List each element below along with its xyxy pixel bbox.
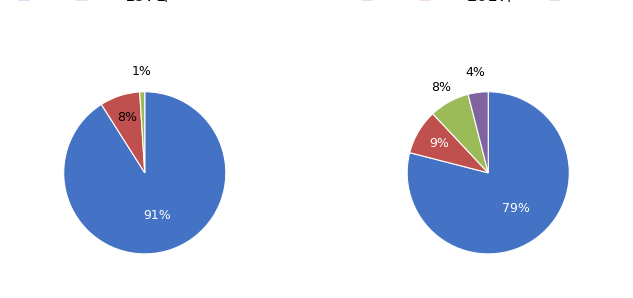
Wedge shape	[64, 92, 226, 254]
Wedge shape	[433, 94, 488, 173]
Text: 8%: 8%	[116, 111, 137, 124]
Text: 4%: 4%	[466, 66, 486, 79]
Title: 1971: 1971	[123, 0, 166, 5]
Legend: White, Black, Hispanic: White, Black, Hispanic	[13, 0, 204, 7]
Text: 1%: 1%	[132, 65, 151, 78]
Text: 91%: 91%	[143, 209, 171, 222]
Title: 2017: 2017	[467, 0, 510, 5]
Text: 8%: 8%	[431, 81, 451, 94]
Text: 9%: 9%	[429, 137, 449, 150]
Wedge shape	[407, 92, 569, 254]
Legend: White, Black, Hispanic, Asian: White, Black, Hispanic, Asian	[356, 0, 603, 7]
Wedge shape	[140, 92, 145, 173]
Wedge shape	[468, 92, 488, 173]
Wedge shape	[410, 114, 488, 173]
Wedge shape	[101, 92, 145, 173]
Text: 79%: 79%	[501, 201, 529, 215]
